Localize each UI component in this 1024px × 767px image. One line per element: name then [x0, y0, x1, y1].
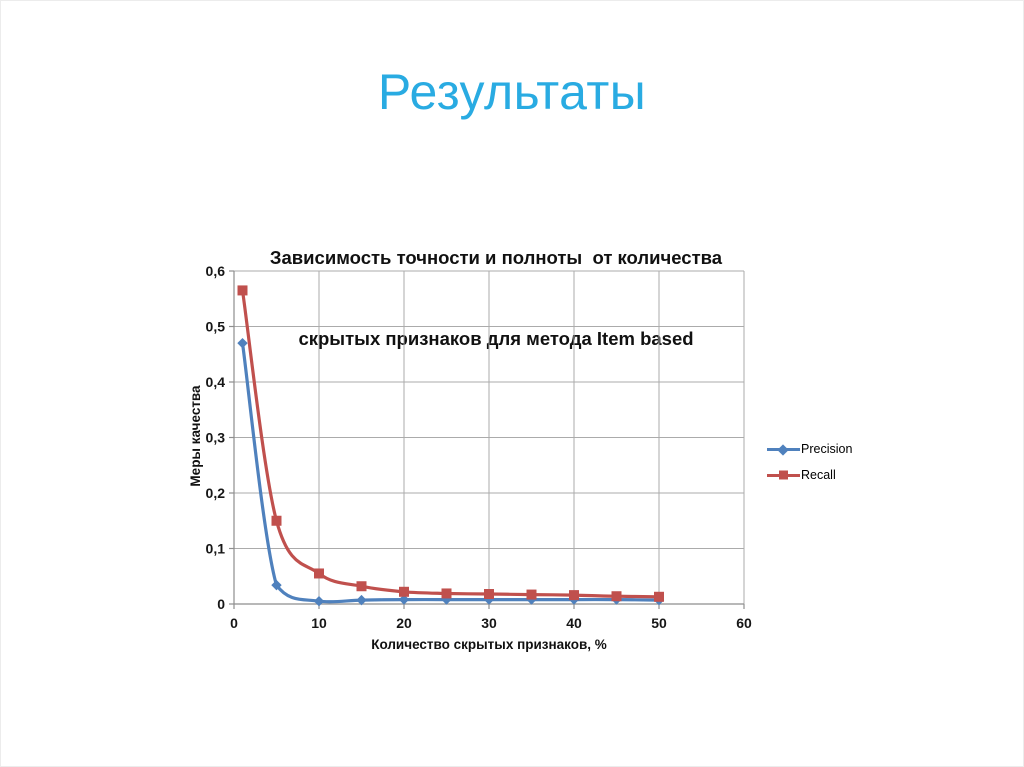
- x-tick-label: 40: [566, 615, 582, 631]
- x-tick-label: 30: [481, 615, 497, 631]
- y-tick-label: 0,1: [206, 541, 226, 557]
- recall-legend-label: Recall: [801, 468, 836, 482]
- chart-title-line1: Зависимость точности и полноты от количе…: [269, 247, 723, 268]
- y-tick-label: 0,2: [206, 485, 226, 501]
- precision-diamond-icon: [777, 443, 789, 456]
- recall-square-icon: [779, 470, 788, 480]
- recall-marker: [356, 581, 367, 592]
- precision-marker: [237, 337, 248, 349]
- x-tick-label: 50: [651, 615, 667, 631]
- page-title: Результаты: [377, 64, 647, 120]
- recall-marker: [314, 568, 324, 579]
- x-tick-label: 60: [736, 615, 752, 631]
- recall-marker: [441, 588, 452, 599]
- x-tick-label: 10: [311, 615, 327, 631]
- legend: Precision Recall: [767, 438, 852, 486]
- y-tick-label: 0,3: [206, 430, 226, 446]
- y-tick-label: 0: [217, 596, 225, 612]
- x-tick-label: 0: [230, 615, 238, 631]
- x-axis-title: Количество скрытых признаков, %: [371, 637, 607, 652]
- recall-marker: [569, 590, 579, 601]
- precision-legend-line: [767, 443, 800, 456]
- precision-marker: [271, 579, 282, 591]
- recall-marker: [654, 591, 664, 602]
- recall-marker: [399, 586, 409, 597]
- precision-marker: [313, 596, 325, 607]
- recall-marker: [237, 285, 248, 296]
- chart-area: Зависимость точности и полноты от количе…: [181, 186, 921, 666]
- plot-svg: 0 10 20 30 40 50 60 0 0,1 0,2 0,3 0,4 0,5 0,6: [206, 263, 752, 631]
- y-tick-label: 0,6: [206, 263, 226, 279]
- chart-title: Зависимость точности и полноты от количе…: [186, 190, 806, 406]
- legend-item-precision: Precision: [767, 438, 852, 460]
- recall-marker: [611, 591, 622, 602]
- recall-marker: [484, 589, 494, 600]
- precision-marker: [356, 594, 367, 606]
- legend-item-recall: Recall: [767, 464, 852, 486]
- y-tick-label: 0,5: [206, 319, 226, 335]
- y-tick-label: 0,4: [206, 374, 226, 390]
- recall-line: [240, 288, 661, 599]
- recall-marker: [526, 589, 537, 600]
- precision-legend-label: Precision: [801, 442, 853, 456]
- precision-marker: [398, 594, 410, 605]
- recall-legend-line: [767, 470, 800, 480]
- x-tick-label: 20: [396, 615, 412, 631]
- recall-marker: [271, 515, 282, 526]
